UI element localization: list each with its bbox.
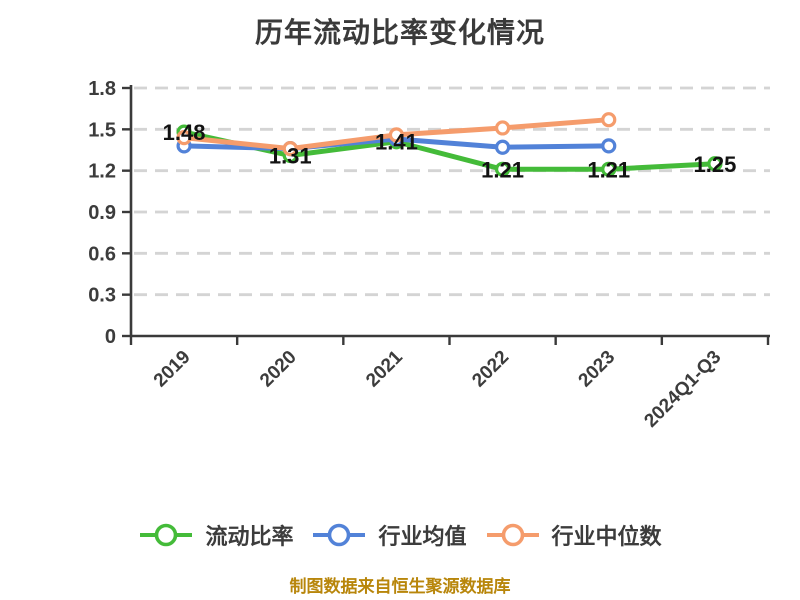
y-tick-label: 1.2 (88, 161, 116, 183)
plot-area: 0 0.3 0.6 0.9 1.2 1.5 1.8 2019 2020 2021 2022 2023 2… (88, 78, 770, 432)
y-tick-label: 0 (105, 326, 116, 348)
legend-label-current-ratio: 流动比率 (205, 524, 294, 549)
data-label-current-ratio: 1.48 (163, 120, 206, 145)
x-tick-label: 2020 (256, 347, 301, 392)
legend-label-industry-average: 行业均值 (378, 524, 467, 549)
footer-note: 制图数据来自恒生聚源数据库 (289, 577, 511, 596)
y-tick-label: 0.9 (88, 202, 116, 224)
data-point-industry-median (176, 130, 192, 146)
x-tick-label: 2019 (150, 347, 195, 392)
legend: 流动比率 行业均值 行业中位数 (0, 519, 800, 551)
data-label-current-ratio: 1.21 (587, 157, 630, 182)
x-tick-label: 2023 (575, 347, 620, 392)
legend-item-current-ratio[interactable]: 流动比率 (138, 519, 293, 551)
data-point-industry-median (601, 112, 617, 128)
y-tick-label: 1.5 (88, 119, 116, 141)
legend-line-marker-icon (486, 523, 539, 547)
chart-title: 历年流动比率变化情况 (254, 17, 545, 48)
data-point-industry-average (494, 139, 511, 155)
data-label-current-ratio: 1.31 (269, 144, 312, 169)
legend-line-marker-icon (140, 523, 193, 547)
data-label-current-ratio: 1.21 (481, 157, 524, 182)
x-tick-label: 2024Q1-Q3 (640, 347, 725, 432)
data-point-industry-median (388, 127, 405, 143)
legend-line-marker-icon (313, 523, 366, 547)
x-tick-label: 2021 (362, 346, 407, 391)
legend-item-industry-median[interactable]: 行业中位数 (485, 519, 662, 551)
y-tick-label: 0.3 (88, 285, 116, 307)
y-tick-label: 0.6 (88, 243, 116, 265)
legend-label-industry-median: 行业中位数 (551, 524, 662, 549)
data-point-industry-median (494, 120, 511, 136)
data-point-industry-average (601, 138, 617, 154)
data-point-current-ratio (494, 161, 511, 177)
legend-item-industry-average[interactable]: 行业均值 (311, 519, 467, 551)
y-tick-label: 1.8 (88, 78, 116, 100)
data-point-industry-median (282, 141, 298, 157)
x-tick-label: 2022 (468, 347, 513, 392)
data-point-current-ratio (601, 161, 617, 177)
data-point-current-ratio (707, 156, 723, 172)
data-label-current-ratio: 1.25 (694, 152, 737, 177)
series-line-current-ratio (181, 129, 718, 172)
data-label-current-ratio: 1.41 (375, 130, 418, 155)
